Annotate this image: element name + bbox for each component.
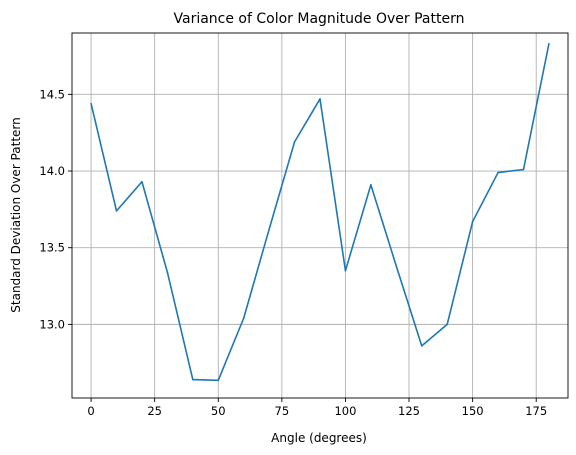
data-point [242,317,245,320]
data-point [141,180,143,183]
x-tick-label: 50 [211,404,226,418]
data-point [522,168,525,171]
data-point [395,265,398,267]
y-tick-label: 13.0 [39,317,65,331]
data-point [90,102,92,105]
y-axis: 13.0 13.5 14.0 14.5 [39,87,72,331]
data-point [370,184,372,186]
data-point [268,228,270,231]
x-tick-label: 75 [275,404,290,418]
plot-area [90,42,550,382]
data-point [548,42,550,45]
data-point [293,141,296,143]
x-axis-label: Angle (degrees) [271,431,367,445]
data-point [420,345,423,347]
y-tick-label: 14.5 [39,87,65,101]
data-point [471,220,474,223]
x-tick-label: 125 [398,404,420,418]
x-tick-label: 100 [334,404,356,418]
x-tick-label: 175 [525,404,547,418]
data-point [115,210,118,212]
x-tick-label: 150 [462,404,484,418]
axes-frame [71,32,569,399]
data-point [344,269,347,272]
x-axis: 0 25 50 75 100 125 150 175 [87,398,547,418]
data-point [497,171,499,174]
data-point [446,323,448,326]
grid [72,33,568,398]
data-point [319,98,321,100]
x-tick-label: 25 [147,404,162,418]
y-tick-label: 14.0 [39,164,65,178]
chart-title: Variance of Color Magnitude Over Pattern [174,11,465,27]
data-point [192,378,194,381]
x-tick-label: 0 [87,404,94,418]
y-axis-label: Standard Deviation Over Pattern [9,117,23,312]
data-point [166,271,169,274]
y-tick-label: 13.5 [39,241,65,255]
data-point [217,379,220,382]
